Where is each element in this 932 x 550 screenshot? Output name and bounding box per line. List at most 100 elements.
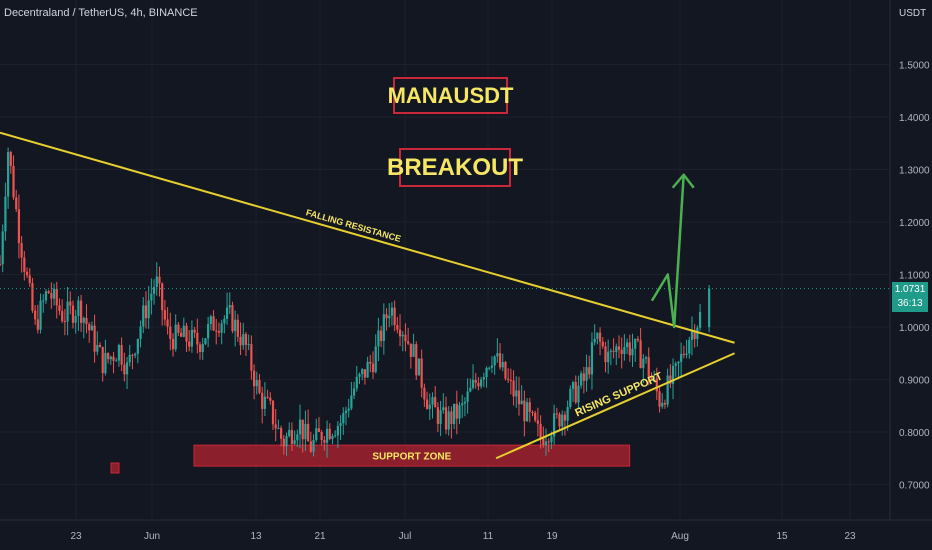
- candle-body: [574, 382, 577, 403]
- candle-body: [109, 356, 112, 360]
- candle-body: [671, 365, 675, 384]
- candle-body: [23, 257, 26, 272]
- candle-body: [123, 364, 126, 375]
- falling-resistance-line[interactable]: [0, 131, 735, 344]
- candle-body: [58, 305, 61, 311]
- candle-body: [517, 390, 521, 405]
- candle-body: [290, 430, 294, 444]
- candle-body: [355, 376, 358, 389]
- candle-body: [680, 353, 683, 362]
- candle-body: [455, 403, 458, 419]
- candle-body: [477, 382, 480, 387]
- candle-body: [561, 414, 564, 427]
- candle-body: [334, 435, 337, 437]
- candle-body: [115, 360, 118, 362]
- candle-countdown: 36:13: [897, 298, 923, 309]
- candle-body: [525, 402, 529, 422]
- candle-body: [36, 319, 39, 330]
- candle-body: [409, 343, 412, 357]
- candle-body: [101, 346, 104, 374]
- candle-body: [361, 369, 364, 375]
- candle-body: [61, 310, 64, 322]
- candle-body: [242, 334, 245, 346]
- candle-body: [466, 391, 469, 402]
- candle-body: [544, 441, 548, 446]
- candle-body: [428, 404, 431, 410]
- y-tick-label: 0.9000: [899, 376, 930, 387]
- candle-body: [158, 276, 161, 284]
- x-tick-label: 19: [546, 531, 558, 542]
- x-tick-label: Jul: [399, 531, 412, 542]
- candle-body: [363, 369, 367, 378]
- candle-body: [504, 362, 507, 379]
- candle-body: [131, 354, 134, 356]
- candle-body: [528, 402, 531, 412]
- candle-body: [20, 243, 23, 258]
- candle-body: [380, 330, 383, 341]
- candle-body: [436, 407, 439, 424]
- candle-body: [55, 288, 58, 306]
- candle-body: [171, 338, 175, 350]
- candle-body: [261, 392, 264, 409]
- candle-body: [431, 397, 434, 405]
- price-axis[interactable]: 1.5000 1.4000 1.3000 1.2000 1.1000 1.0000 0.90…: [899, 61, 930, 492]
- candle-body: [4, 196, 7, 232]
- candle-body: [534, 412, 537, 421]
- candle-body: [539, 423, 542, 439]
- candle-body: [607, 351, 610, 363]
- candle-body: [642, 358, 645, 369]
- candle-body: [444, 407, 448, 430]
- candle-body: [434, 397, 437, 408]
- candle-body: [128, 354, 131, 363]
- candle-body: [252, 370, 256, 387]
- candle-body: [636, 338, 640, 341]
- candle-body: [342, 412, 345, 424]
- candle-body: [415, 344, 418, 376]
- candle-body: [658, 391, 661, 407]
- x-tick-label: Jun: [144, 531, 160, 542]
- breakout-arrow-icon[interactable]: [650, 174, 685, 329]
- candle-body: [385, 314, 388, 319]
- candle-body: [15, 197, 18, 210]
- candle-body: [255, 380, 258, 387]
- candle-body: [282, 438, 285, 447]
- y-tick-label: 0.8000: [899, 428, 930, 439]
- candle-body: [93, 325, 96, 352]
- candle-body: [269, 397, 272, 401]
- candle-body: [374, 346, 377, 373]
- x-tick-label: 23: [70, 531, 82, 542]
- candle-body: [458, 405, 461, 419]
- candle-body: [274, 424, 277, 429]
- candle-body: [325, 428, 329, 443]
- candle-body: [136, 338, 139, 354]
- breakout-badge[interactable]: BREAKOUT: [387, 148, 523, 187]
- candle-body: [201, 344, 204, 352]
- candle-body: [328, 428, 331, 439]
- candle-body: [215, 330, 218, 332]
- candle-body: [331, 436, 334, 439]
- candle-body: [469, 387, 472, 392]
- x-tick-label: 23: [844, 531, 856, 542]
- candle-body: [207, 324, 210, 339]
- candle-body: [323, 440, 326, 443]
- candle-body: [423, 387, 426, 400]
- candle-body: [220, 323, 223, 333]
- candle-body: [453, 403, 456, 424]
- candle-body: [474, 379, 477, 383]
- chart-title: Decentraland / TetherUS, 4h, BINANCE: [4, 7, 198, 19]
- candle-body: [620, 349, 623, 354]
- symbol-badge[interactable]: MANAUSDT: [388, 77, 513, 114]
- candle-body: [155, 276, 158, 288]
- candle-body: [180, 332, 183, 337]
- candle-body: [588, 367, 591, 375]
- candle-body: [371, 363, 375, 373]
- candle-body: [63, 321, 66, 323]
- candle-body: [88, 324, 91, 331]
- candle-body: [12, 165, 15, 198]
- candle-body: [280, 428, 283, 439]
- candle-body: [236, 319, 239, 337]
- candle-body: [85, 317, 88, 325]
- candle-body: [655, 378, 658, 392]
- time-axis[interactable]: 23 Jun 13 21 Jul 11 19 Aug 15 23: [70, 531, 856, 542]
- rising-support-line[interactable]: [495, 352, 735, 460]
